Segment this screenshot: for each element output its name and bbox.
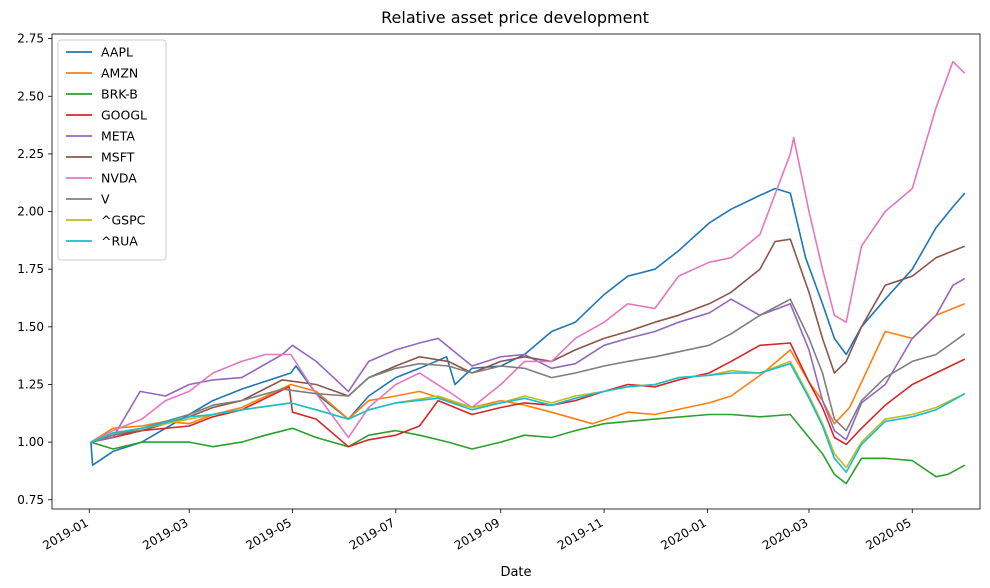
- series-line-amzn: [90, 303, 966, 443]
- y-tick-label: 1.00: [17, 435, 44, 449]
- y-tick-label: 2.00: [17, 205, 44, 219]
- series-line-v: [90, 298, 966, 443]
- series-line-brkb: [90, 413, 966, 485]
- legend-label: ^RUA: [101, 234, 138, 249]
- y-tick-label: 2.50: [17, 89, 44, 103]
- legend-label: BRK-B: [101, 87, 138, 102]
- legend-label: META: [101, 129, 135, 144]
- y-tick-label: 2.25: [17, 147, 44, 161]
- series-line-meta: [90, 277, 966, 443]
- legend-label: NVDA: [101, 171, 137, 186]
- legend-label: GOOGL: [101, 108, 147, 123]
- x-tick-label: 2020-01: [658, 515, 708, 552]
- legend-label: V: [101, 192, 110, 207]
- x-tick-label: 2019-09: [452, 515, 502, 552]
- x-tick-label: 2019-07: [347, 515, 397, 552]
- x-axis-label: Date: [500, 565, 531, 580]
- plot-area: [51, 33, 981, 510]
- y-tick-label: 1.25: [17, 377, 44, 391]
- x-tick-label: 2020-03: [760, 515, 810, 552]
- y-tick-label: 2.75: [17, 32, 44, 46]
- chart-title: Relative asset price development: [381, 8, 649, 27]
- x-tick-label: 2020-05: [863, 515, 913, 552]
- series-line-nvda: [90, 60, 966, 443]
- series-line-msft: [90, 238, 966, 443]
- y-tick-label: 0.75: [17, 493, 44, 507]
- legend-label: AMZN: [101, 66, 138, 81]
- series-group: [90, 60, 966, 485]
- series-line-aapl: [90, 187, 966, 467]
- legend: AAPL AMZN BRK-B GOOGL META MSFT NVDA V ^GSPC ^RUA: [57, 39, 167, 261]
- y-axis: 0.75 1.00 1.25 1.50 1.75 2.00 2.25 2.50 2.75: [17, 32, 52, 507]
- x-tick-label: 2019-11: [555, 515, 605, 552]
- legend-label: AAPL: [101, 45, 133, 60]
- x-tick-label: 2019-01: [40, 515, 90, 552]
- series-line-googl: [90, 342, 966, 448]
- plot-frame: [51, 33, 981, 510]
- x-axis: 2019-01 2019-03 2019-05 2019-07 2019-09 2019-…: [40, 509, 914, 553]
- y-tick-label: 1.75: [17, 262, 44, 276]
- legend-label: ^GSPC: [101, 213, 146, 228]
- legend-box: [57, 39, 167, 261]
- x-tick-label: 2019-03: [140, 515, 190, 552]
- y-tick-label: 1.50: [17, 320, 44, 334]
- legend-label: MSFT: [101, 150, 135, 165]
- x-tick-label: 2019-05: [244, 515, 294, 552]
- series-line-rua: [90, 362, 966, 473]
